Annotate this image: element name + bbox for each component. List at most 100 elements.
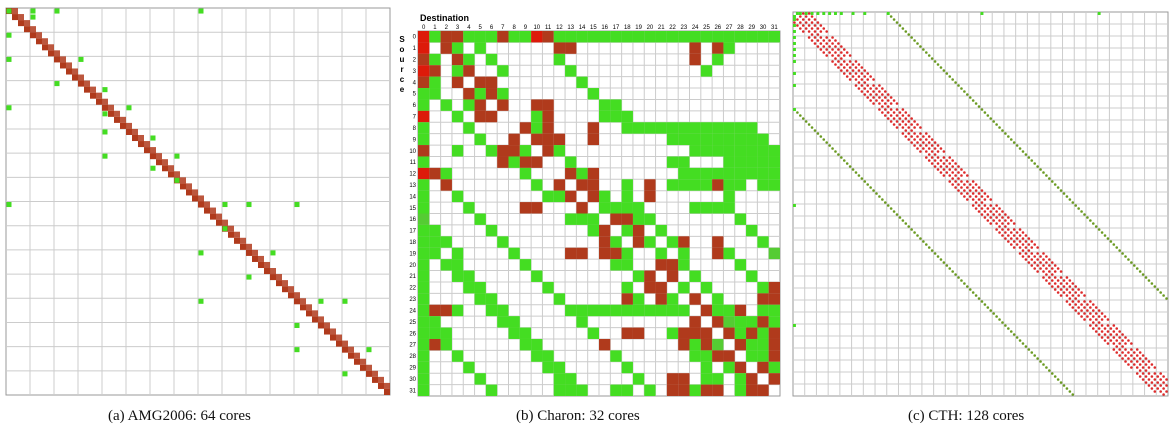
light-cell [519, 167, 532, 180]
heavy-cell [174, 171, 180, 178]
heavy-cell [723, 327, 735, 339]
heavy-dot [1083, 306, 1086, 309]
heavy-dot [1124, 342, 1127, 345]
heavy-dot [1091, 327, 1095, 330]
heavy-dot [945, 165, 949, 168]
light-cell [655, 122, 667, 134]
light-cell [655, 304, 667, 317]
heavy-dot [1165, 378, 1168, 381]
heavy-dot [1153, 384, 1157, 387]
heavy-cell [485, 76, 498, 89]
heavy-dot [860, 78, 864, 81]
heavy-cell [384, 388, 390, 395]
heavy-dot [1156, 381, 1160, 384]
heavy-dot [1071, 288, 1075, 291]
heavy-cell [120, 116, 126, 123]
light-cell [485, 31, 498, 43]
light-cell [6, 32, 12, 38]
light-cell [712, 31, 724, 43]
light-dot [799, 114, 802, 117]
heavy-cell [418, 31, 430, 43]
light-dot [1086, 216, 1089, 219]
heavy-cell [519, 202, 532, 214]
heavy-cell [216, 219, 222, 226]
heavy-cell [451, 53, 464, 66]
light-cell [451, 65, 464, 77]
heavy-cell [599, 236, 611, 248]
light-cell [485, 293, 498, 305]
y-tick-label: 12 [409, 172, 416, 178]
heavy-cell [666, 373, 679, 385]
light-cell [418, 373, 430, 385]
light-cell [587, 31, 599, 43]
heavy-dot [804, 27, 808, 30]
heavy-dot [980, 207, 984, 210]
light-cell [222, 202, 228, 208]
heavy-dot [801, 12, 805, 15]
heavy-dot [1112, 342, 1116, 345]
light-cell [723, 156, 735, 168]
light-cell [804, 12, 808, 15]
heavy-cell [96, 92, 102, 99]
heavy-dot [1115, 333, 1119, 336]
heavy-cell [440, 42, 452, 54]
heavy-dot [875, 87, 878, 90]
light-dot [942, 69, 946, 72]
light-cell [418, 384, 430, 396]
light-cell [418, 202, 430, 214]
light-dot [916, 42, 919, 45]
heavy-dot [907, 132, 911, 135]
heavy-dot [1144, 381, 1148, 384]
heavy-cell [418, 110, 430, 123]
heavy-cell [210, 207, 216, 214]
light-cell [418, 350, 430, 362]
heavy-cell [418, 42, 430, 54]
heavy-dot [901, 126, 905, 129]
heavy-cell [485, 88, 498, 100]
heavy-dot [1100, 318, 1104, 321]
heavy-dot [883, 96, 887, 99]
heavy-dot [1053, 264, 1057, 267]
heavy-cell [354, 358, 360, 365]
heavy-dot [1074, 309, 1078, 312]
light-dot [845, 162, 849, 165]
light-dot [1144, 276, 1148, 279]
light-dot [1071, 201, 1075, 204]
heavy-cell [186, 183, 192, 190]
light-cell [30, 14, 36, 20]
heavy-cell [90, 92, 96, 99]
heavy-dot [807, 24, 811, 27]
light-dot [992, 312, 995, 315]
heavy-dot [834, 45, 837, 48]
heavy-dot [892, 123, 896, 126]
heavy-dot [1024, 252, 1028, 255]
light-dot [1141, 273, 1145, 276]
heavy-cell [746, 373, 758, 385]
y-tick-label: 21 [409, 274, 416, 280]
light-cell [839, 12, 843, 15]
light-dot [977, 297, 981, 300]
light-cell [418, 99, 430, 111]
light-cell [700, 179, 713, 191]
heavy-dot [842, 72, 846, 75]
heavy-cell [666, 384, 679, 396]
heavy-dot [1165, 390, 1168, 393]
heavy-dot [960, 180, 963, 183]
heavy-dot [995, 204, 998, 207]
heavy-dot [810, 39, 814, 42]
heavy-cell [678, 236, 690, 248]
light-dot [989, 117, 993, 120]
heavy-dot [819, 24, 823, 27]
heavy-cell [587, 122, 599, 134]
heavy-cell [372, 376, 378, 383]
heavy-dot [898, 111, 902, 114]
heavy-dot [1042, 252, 1045, 255]
heavy-dot [971, 198, 975, 201]
heavy-dot [1024, 240, 1028, 243]
heavy-dot [1074, 291, 1078, 294]
heavy-dot [1021, 237, 1025, 240]
light-cell [655, 224, 667, 237]
heavy-dot [1018, 228, 1022, 231]
heavy-dot [828, 39, 831, 42]
heavy-dot [916, 123, 919, 126]
